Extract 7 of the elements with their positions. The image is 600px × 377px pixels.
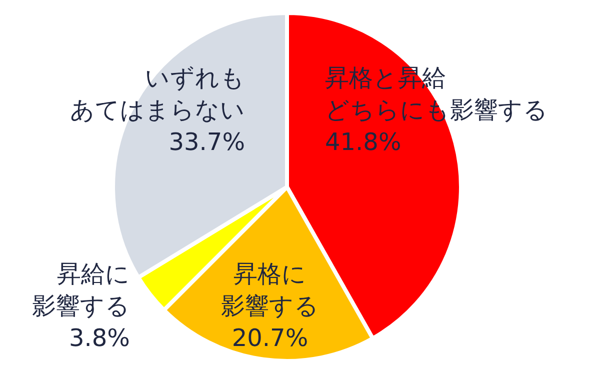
slice-label: 昇格に影響する (221, 259, 319, 322)
slice-label: いずれもあてはまらない (70, 63, 245, 126)
slice-label: 昇給に影響する (32, 259, 130, 322)
data-label: 3.8% (69, 323, 130, 354)
data-label: 20.7% (232, 323, 308, 354)
data-label: 41.8% (325, 127, 402, 158)
data-label: 33.7% (168, 127, 245, 158)
